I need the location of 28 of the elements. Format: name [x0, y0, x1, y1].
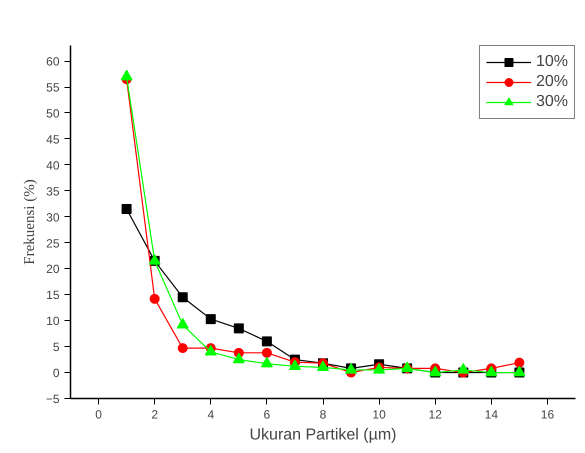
- y-tick-label: 30: [46, 210, 60, 224]
- y-tick-label: 50: [46, 106, 60, 120]
- legend-label: 30%: [536, 93, 568, 111]
- y-tick-label: 60: [46, 54, 60, 69]
- y-axis-title: Frekuensi (%): [22, 179, 38, 265]
- x-tick-label: 10: [372, 408, 386, 422]
- x-tick-label: 12: [428, 408, 442, 422]
- y-tick-label: 10: [46, 314, 60, 328]
- y-tick-label: 0: [52, 366, 60, 380]
- legend-label: 10%: [536, 53, 568, 71]
- y-tick-label: 25: [46, 236, 60, 250]
- x-tick-label: 6: [264, 408, 271, 422]
- x-tick-label: 4: [207, 408, 214, 422]
- y-tick-label: 45: [46, 132, 60, 146]
- y-tick-label: 15: [46, 288, 60, 302]
- x-axis-title: Ukuran Partikel (µm): [249, 426, 397, 444]
- x-tick-label: 16: [540, 408, 554, 422]
- y-tick-label: 35: [46, 184, 60, 198]
- y-tick-label: 20: [46, 262, 60, 276]
- x-tick-label: 2: [151, 408, 158, 422]
- y-tick-label: 5: [52, 340, 60, 354]
- legend-label: 20%: [536, 73, 568, 91]
- y-tick-label: −5: [46, 392, 60, 406]
- y-tick-label: 40: [46, 158, 60, 172]
- y-tick-label: 55: [46, 80, 60, 95]
- x-tick-label: 14: [484, 408, 498, 422]
- x-tick-label: 0: [95, 408, 102, 422]
- x-tick-label: 8: [320, 408, 327, 422]
